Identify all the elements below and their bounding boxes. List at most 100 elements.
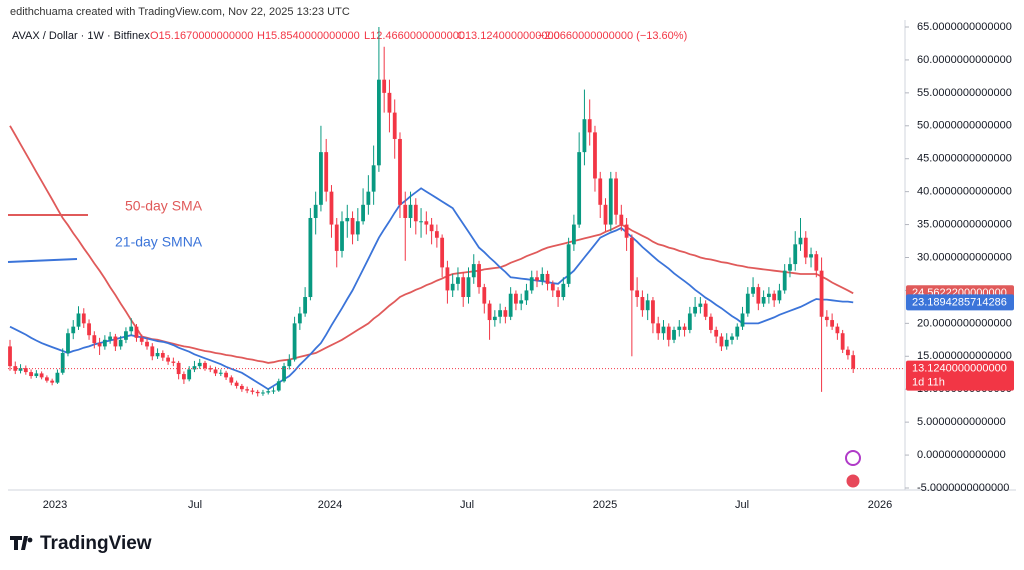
candle-body xyxy=(766,293,771,298)
price-tag xyxy=(906,360,1014,391)
candle-body xyxy=(18,368,23,371)
candle-body xyxy=(398,138,402,205)
candle-body xyxy=(566,244,571,284)
candle-body xyxy=(492,316,497,321)
candle-body xyxy=(835,326,840,334)
candle-body xyxy=(124,331,128,340)
candle-body xyxy=(255,391,260,394)
candle-body xyxy=(234,382,239,386)
candle-body xyxy=(640,297,645,311)
candle-body xyxy=(324,152,329,192)
candle-body xyxy=(408,204,413,218)
candle-body xyxy=(60,352,65,373)
candle-body xyxy=(714,329,719,337)
candle-body xyxy=(145,341,149,347)
candle-body xyxy=(187,369,192,380)
y-tick-label: 40.0000000000000 xyxy=(917,186,1012,198)
symbol: AVAX / Dollar · 1W · Bitfinex xyxy=(12,30,150,42)
candle-body xyxy=(192,366,197,370)
candle-body xyxy=(587,119,592,133)
candle-body xyxy=(456,277,460,284)
candle-body xyxy=(619,214,624,225)
flag-icon[interactable] xyxy=(845,473,861,489)
candle-body xyxy=(292,323,297,360)
candle-body xyxy=(782,270,787,291)
candle-body xyxy=(23,368,28,373)
candle-body xyxy=(102,339,107,347)
countdown-label: 1d 11h xyxy=(912,377,945,389)
candle-body xyxy=(213,369,218,374)
candle-body xyxy=(239,385,244,390)
candle-body xyxy=(377,79,381,166)
x-tick-label: 2023 xyxy=(43,499,67,511)
candle-body xyxy=(445,267,450,291)
candle-body xyxy=(709,316,713,330)
candle-body xyxy=(361,204,365,222)
candle-body xyxy=(155,352,160,357)
x-tick-label: 2025 xyxy=(593,499,617,511)
candle-body xyxy=(561,283,566,298)
candle-body xyxy=(514,293,518,304)
y-tick-label: 60.0000000000000 xyxy=(917,54,1012,66)
ohlc-value: H15.8540000000000 xyxy=(257,30,360,42)
candle-body xyxy=(571,224,576,245)
candle-body xyxy=(498,310,503,317)
candle-body xyxy=(76,313,81,327)
candle-body xyxy=(313,204,318,218)
candle-body xyxy=(777,290,782,301)
x-tick-label: Jul xyxy=(188,499,202,511)
candle-body xyxy=(150,346,155,357)
ohlc-value: C13.1240000000000 xyxy=(457,30,560,42)
candle-body xyxy=(319,152,323,205)
candle-body xyxy=(556,290,560,298)
candle-body xyxy=(50,380,55,383)
candle-body xyxy=(92,335,97,344)
candle-body xyxy=(624,224,629,238)
candle-body xyxy=(160,352,165,358)
y-tick-label: 55.0000000000000 xyxy=(917,87,1012,99)
candle-body xyxy=(772,293,777,301)
last-value-label: 23.1894285714286 xyxy=(912,296,1007,308)
candle-body xyxy=(593,132,597,179)
candle-body xyxy=(730,336,734,340)
candle-body xyxy=(735,326,740,337)
candle-body xyxy=(366,191,371,205)
candle-body xyxy=(666,326,671,340)
candle-body xyxy=(471,264,476,278)
candle-body xyxy=(403,204,408,218)
candle-body xyxy=(508,293,513,317)
candle-body xyxy=(598,178,603,205)
candle-body xyxy=(392,112,397,139)
candle-body xyxy=(108,336,113,340)
y-tick-label: 65.0000000000000 xyxy=(917,21,1012,33)
candle-body xyxy=(524,290,529,301)
candle-body xyxy=(719,336,724,347)
last-value-tag xyxy=(906,294,1014,311)
candle-body xyxy=(29,372,33,377)
candle-body xyxy=(840,333,845,350)
candle-body xyxy=(297,313,302,324)
candle-body xyxy=(87,323,91,336)
candle-body xyxy=(308,217,313,298)
candle-body xyxy=(824,316,829,321)
candle-body xyxy=(529,277,534,291)
candle-body xyxy=(276,381,281,391)
x-tick-label: 2024 xyxy=(318,499,342,511)
ohlc-value: O15.1670000000000 xyxy=(150,30,253,42)
candle-body xyxy=(434,231,439,238)
candle-body xyxy=(282,366,286,382)
annotation-line xyxy=(7,258,78,263)
y-tick-label: 15.0000000000000 xyxy=(917,350,1012,362)
candle-body xyxy=(608,178,613,225)
candle-body xyxy=(461,277,466,298)
candle-body xyxy=(197,362,202,367)
logo-text: TradingView xyxy=(40,533,152,554)
event-icon[interactable] xyxy=(845,450,861,466)
moving-average-line xyxy=(9,187,854,391)
x-tick-label: 2026 xyxy=(868,499,892,511)
candle-body xyxy=(39,373,44,378)
candle-body xyxy=(466,277,471,298)
candle-body xyxy=(218,372,223,374)
